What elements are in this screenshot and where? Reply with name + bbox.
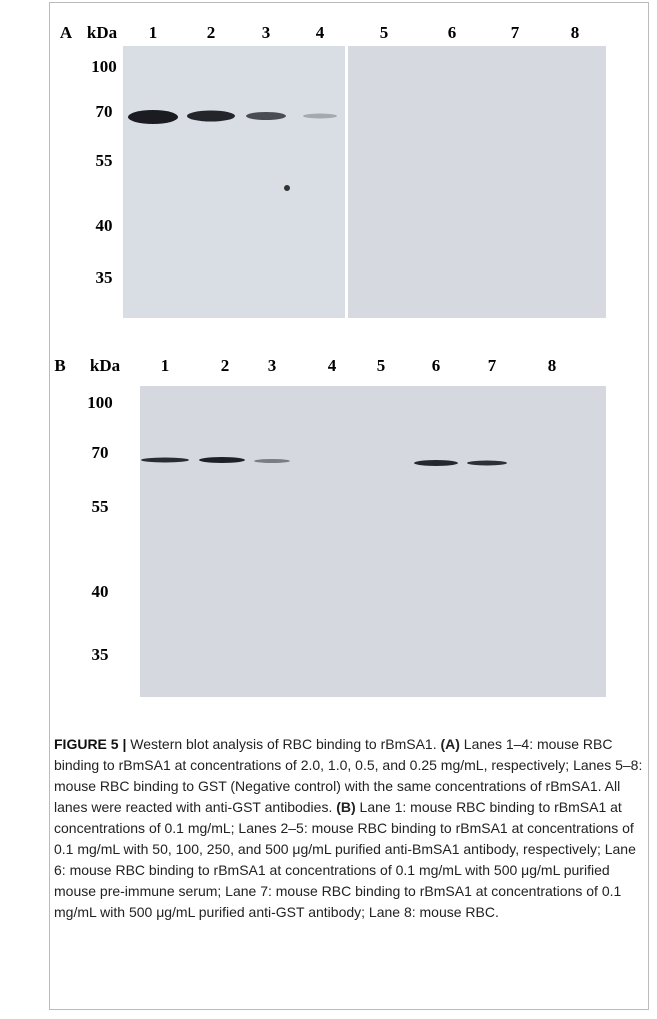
- band: [128, 110, 178, 124]
- lane-label: 7: [488, 356, 497, 375]
- marker-label: 40: [96, 216, 113, 235]
- marker-label: 55: [96, 151, 113, 170]
- lane-label: 4: [328, 356, 337, 375]
- blot-a-left: [123, 46, 345, 318]
- band: [246, 112, 286, 120]
- lane-label: 2: [207, 23, 216, 42]
- lane-label: 2: [221, 356, 230, 375]
- lane-label: 6: [432, 356, 441, 375]
- lane-label: 6: [448, 23, 457, 42]
- lane-label: 5: [377, 356, 386, 375]
- blots: A kDa B kDa 1 2 3 4 5 6 7 8 100 70 55 40 35 1 2 3 4 5 6 7 8 1…: [0, 0, 657, 720]
- caption-text: Lane 1: mouse RBC binding to rBmSA1 at c…: [54, 799, 636, 920]
- panel-label: A: [60, 23, 73, 42]
- lane-label: 1: [161, 356, 170, 375]
- caption: FIGURE 5 | Western blot analysis of RBC …: [54, 734, 646, 923]
- band: [199, 457, 245, 463]
- lane-label: 7: [511, 23, 520, 42]
- blot-a-right: [348, 46, 606, 318]
- band: [254, 459, 290, 463]
- unit-label: kDa: [90, 356, 121, 375]
- marker-label: 35: [92, 645, 109, 664]
- marker-label: 35: [96, 268, 113, 287]
- caption-text: Western blot analysis of RBC binding to …: [126, 736, 440, 752]
- caption-text: (B): [336, 799, 355, 815]
- lane-label: 8: [548, 356, 557, 375]
- panel-label: B: [54, 356, 65, 375]
- unit-label: kDa: [87, 23, 118, 42]
- lane-label: 1: [149, 23, 158, 42]
- lane-label: 5: [380, 23, 389, 42]
- lane-label: 3: [262, 23, 271, 42]
- lane-label: 8: [571, 23, 580, 42]
- marker-label: 55: [92, 497, 109, 516]
- lane-label: 4: [316, 23, 325, 42]
- lane-label: 3: [268, 356, 277, 375]
- speck: [284, 185, 290, 191]
- marker-label: 100: [91, 57, 117, 76]
- band: [414, 460, 458, 466]
- page: A kDa B kDa 1 2 3 4 5 6 7 8 100 70 55 40 35 1 2 3 4 5 6 7 8 1…: [0, 0, 657, 1019]
- caption-text: FIGURE 5 |: [54, 736, 126, 752]
- blot-b: [140, 386, 606, 697]
- band: [141, 458, 189, 463]
- marker-label: 70: [96, 102, 113, 121]
- band: [187, 111, 235, 122]
- band: [303, 114, 337, 119]
- marker-label: 40: [92, 582, 109, 601]
- band: [467, 461, 507, 466]
- marker-label: 70: [92, 443, 109, 462]
- caption-text: (A): [440, 736, 459, 752]
- marker-label: 100: [87, 393, 113, 412]
